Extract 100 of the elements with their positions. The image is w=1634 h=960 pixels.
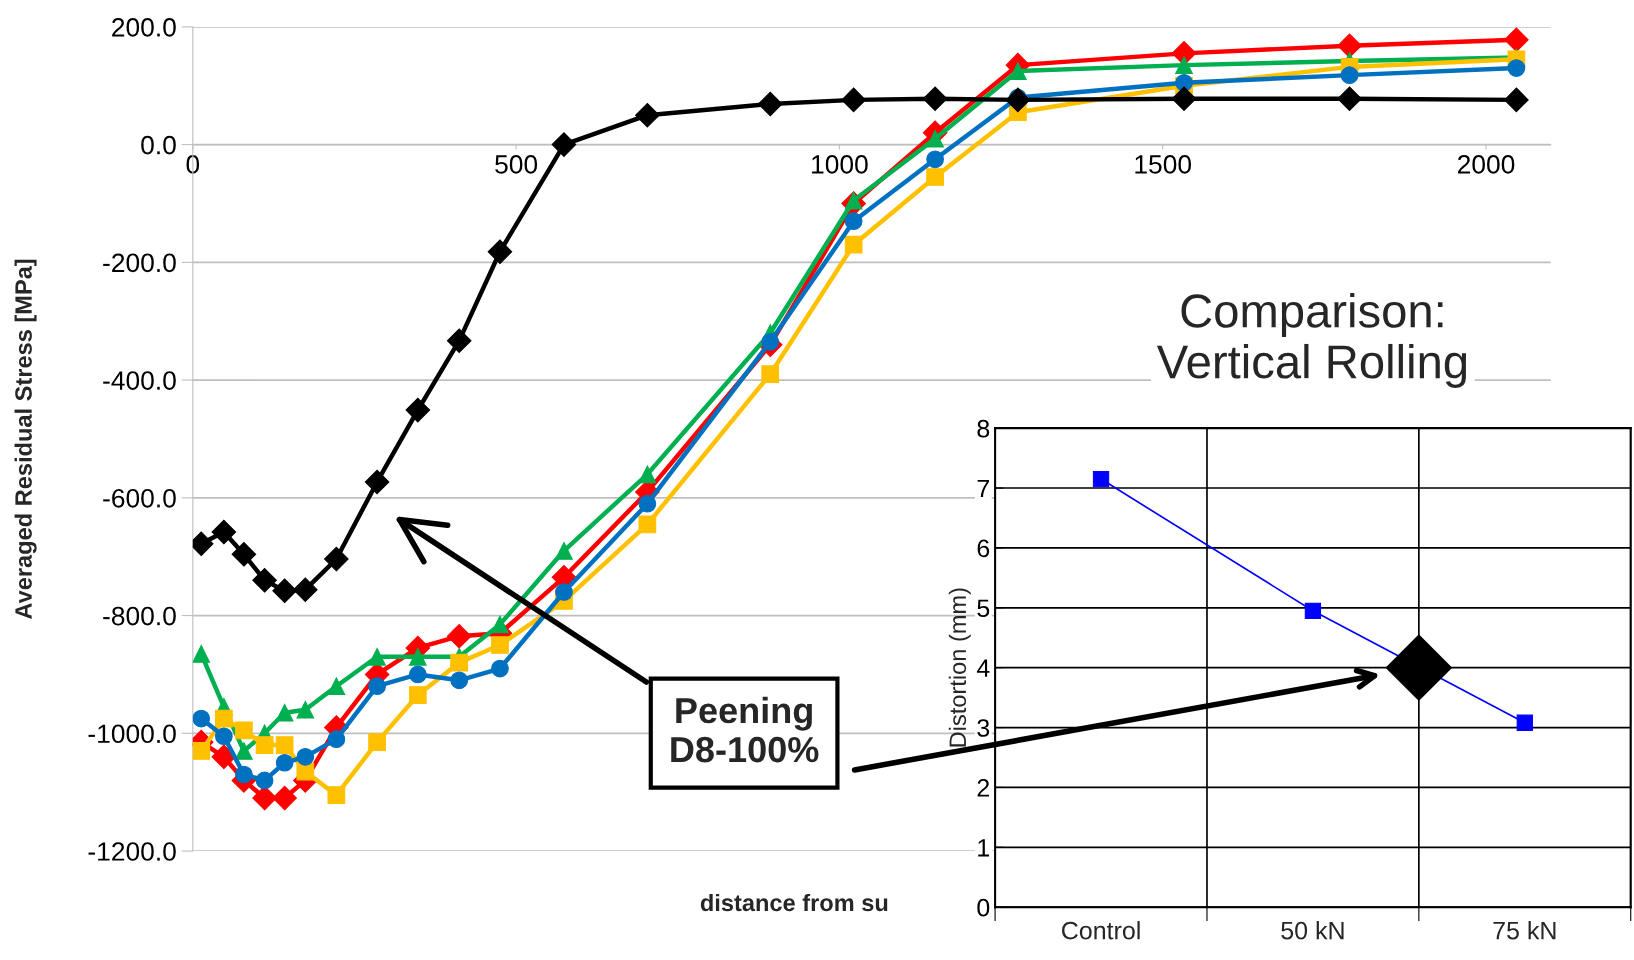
point <box>327 786 346 804</box>
point <box>450 671 469 690</box>
point <box>272 785 297 811</box>
point <box>255 736 274 754</box>
point <box>296 748 315 766</box>
point <box>215 727 233 746</box>
point <box>324 546 349 572</box>
point <box>926 168 944 186</box>
point <box>1175 56 1193 74</box>
x-tick-label: 50 kN <box>1281 921 1344 940</box>
point <box>408 647 427 666</box>
point <box>491 636 509 654</box>
point <box>1516 714 1533 731</box>
point <box>844 235 863 254</box>
point <box>211 744 237 770</box>
point <box>275 703 294 722</box>
point <box>841 87 866 113</box>
point <box>235 721 253 740</box>
point <box>364 469 390 495</box>
point <box>231 542 257 567</box>
point <box>922 86 948 111</box>
y-tick-label: -600.0 <box>103 488 176 508</box>
point <box>368 647 386 666</box>
point <box>446 623 472 649</box>
y-tick-label: -1000.0 <box>88 724 176 744</box>
point <box>1504 87 1529 113</box>
point <box>293 577 318 602</box>
point <box>408 686 427 704</box>
point <box>296 700 315 719</box>
point <box>296 762 315 781</box>
point <box>255 771 274 790</box>
point <box>368 733 386 751</box>
point <box>555 541 573 560</box>
x-tick-label: 1000 <box>812 155 868 174</box>
point <box>1005 87 1031 113</box>
y-tick-label: -1200.0 <box>88 842 176 861</box>
point <box>192 742 211 760</box>
y-tick-label: 4 <box>976 659 990 677</box>
point <box>446 328 472 353</box>
y-tick-label: 6 <box>977 539 990 558</box>
point <box>408 665 427 684</box>
point <box>757 91 783 117</box>
point <box>192 709 211 728</box>
y-tick-label: 8 <box>977 419 990 438</box>
x-tick-label: Control <box>1062 921 1140 940</box>
y-tick-label: 2 <box>977 779 989 797</box>
point <box>1385 634 1452 701</box>
y-tick-label: -200.0 <box>103 253 176 273</box>
point <box>844 212 863 230</box>
y-tick-label: 200.0 <box>112 18 176 37</box>
x-tick-label: 0 <box>186 155 200 174</box>
point <box>1507 59 1526 77</box>
point <box>761 332 780 351</box>
y-axis-title: Distortion (mm) <box>948 588 971 747</box>
y-tick-label: 7 <box>977 479 989 498</box>
point <box>761 365 780 384</box>
point <box>1337 86 1362 111</box>
point <box>926 150 944 169</box>
point <box>327 677 346 696</box>
y-tick-label: 0.0 <box>141 135 176 155</box>
point <box>1092 470 1110 488</box>
point <box>555 583 573 601</box>
point <box>235 765 253 784</box>
point <box>487 239 513 265</box>
y-tick-label: 5 <box>977 599 990 618</box>
point <box>405 397 431 423</box>
y-axis-title: Averaged Residual Stress [MPa] <box>14 259 37 619</box>
x-axis-title: distance from su <box>700 893 888 912</box>
annotation: Peening D8-100% <box>671 696 819 763</box>
point <box>252 567 277 593</box>
point <box>215 709 233 728</box>
point <box>1337 33 1362 59</box>
point <box>275 753 294 772</box>
point <box>275 736 294 754</box>
point <box>638 494 657 513</box>
x-tick-label: 75 kN <box>1493 921 1556 940</box>
y-tick-label: 3 <box>977 719 990 737</box>
y-tick-label: -400.0 <box>103 371 176 390</box>
point <box>368 677 386 696</box>
y-tick-label: 1 <box>978 839 990 857</box>
point <box>1171 86 1197 111</box>
x-tick-label: 1500 <box>1135 155 1192 174</box>
x-tick-label: 500 <box>495 155 538 174</box>
point <box>635 102 660 128</box>
point <box>327 730 346 749</box>
point <box>235 742 253 760</box>
point <box>1504 27 1529 53</box>
point <box>491 615 509 634</box>
point <box>450 653 469 672</box>
point <box>1304 602 1322 619</box>
point <box>192 644 211 663</box>
x-tick-label: 2000 <box>1457 155 1515 174</box>
point <box>638 465 657 484</box>
point <box>211 519 237 545</box>
point <box>551 132 577 157</box>
point <box>491 659 509 678</box>
point <box>638 515 657 534</box>
y-tick-label: -800.0 <box>103 606 176 626</box>
point <box>1340 66 1359 85</box>
chart-title: Comparison: Vertical Rolling <box>1156 293 1467 388</box>
